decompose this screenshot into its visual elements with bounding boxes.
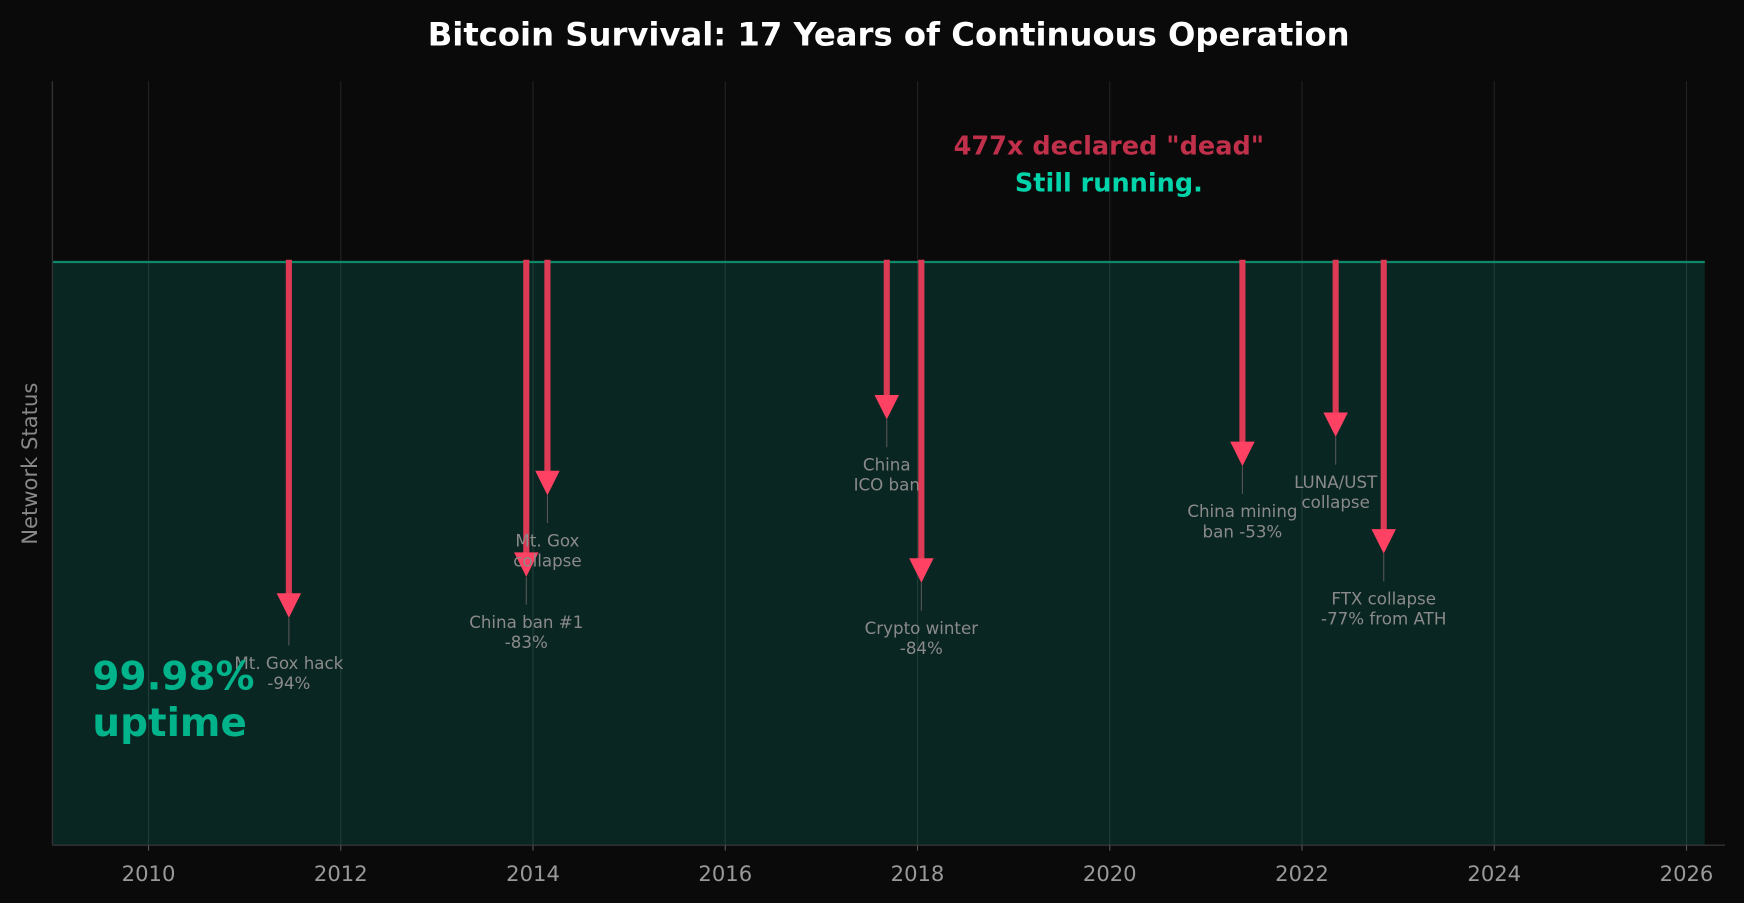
event-label: China: [863, 456, 911, 475]
event-label: collapse: [1301, 493, 1369, 512]
operation-fill: [52, 261, 1705, 846]
grid-lines: [147, 81, 1688, 262]
tick-label: 2022: [1275, 861, 1329, 886]
tick-label: 2012: [314, 861, 368, 886]
tick-label: 2010: [122, 861, 176, 886]
event-arrow-head: [514, 552, 539, 577]
event-arrow-head: [1323, 412, 1348, 437]
event-arrow-head: [535, 470, 560, 496]
grid-lines-overlay: [147, 261, 1688, 846]
event-label: Crypto winter: [865, 619, 979, 638]
event-arrow-head: [276, 593, 302, 618]
event-arrow-head: [1230, 441, 1255, 467]
uptime-label: uptime: [92, 701, 246, 746]
event-marker: Crypto winter-84%: [865, 259, 979, 658]
tick-label: 2014: [506, 861, 560, 886]
event-arrow-head: [1371, 529, 1396, 554]
dead-count-annotation: 477x declared "dead": [954, 132, 1265, 162]
event-label: Mt. Gox: [515, 531, 579, 550]
event-label: China ban #1: [469, 613, 583, 632]
event-arrow-head: [909, 558, 934, 583]
tick-label: 2016: [698, 861, 752, 886]
event-label: -84%: [900, 639, 943, 658]
tick-label: 2020: [1083, 861, 1137, 886]
event-label: -94%: [267, 674, 310, 693]
still-running-annotation: Still running.: [1015, 168, 1203, 198]
tick-label: 2024: [1467, 861, 1521, 886]
tick-label: 2026: [1660, 861, 1714, 886]
event-arrow-head: [874, 394, 899, 420]
events: Mt. Gox hack-94%China ban #1-83%Mt. Goxc…: [234, 259, 1446, 693]
tick-label: 2018: [891, 861, 945, 886]
x-ticks: 2010 2012 2014 2016 2018 2020 2022 2024 2026: [122, 845, 1714, 886]
event-label: collapse: [513, 551, 581, 570]
y-axis-label: Network Status: [17, 383, 42, 545]
chart-title: Bitcoin Survival: 17 Years of Continuous…: [428, 16, 1350, 54]
event-label: ban -53%: [1203, 522, 1283, 541]
event-label: -83%: [505, 633, 548, 652]
event-label: ICO ban: [854, 476, 920, 495]
event-label: FTX collapse: [1331, 590, 1436, 609]
uptime-value: 99.98%: [92, 654, 254, 699]
event-marker: Mt. Gox hack-94%: [234, 259, 344, 693]
event-label: China mining: [1187, 502, 1297, 521]
event-label: LUNA/UST: [1294, 473, 1378, 492]
event-label: Mt. Gox hack: [234, 654, 343, 673]
event-label: -77% from ATH: [1321, 610, 1446, 629]
event-marker: China ban #1-83%: [469, 259, 583, 652]
event-marker: FTX collapse-77% from ATH: [1321, 259, 1446, 629]
